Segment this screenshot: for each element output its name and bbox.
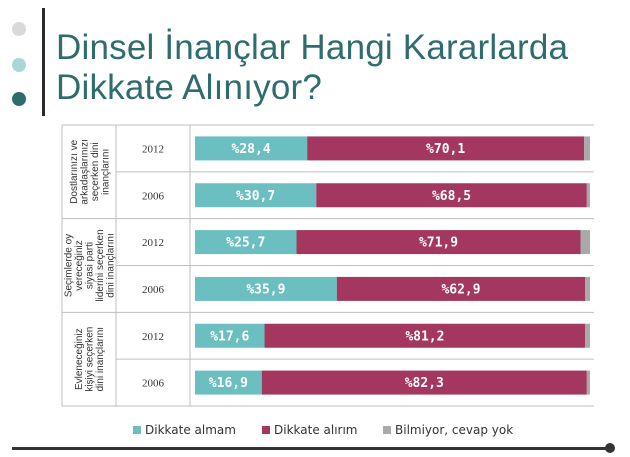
decor-dot-dark — [12, 92, 26, 106]
year-label: 2006 — [142, 190, 165, 202]
bar-segment — [195, 370, 262, 395]
data-label: %81,2 — [405, 329, 444, 344]
data-label: %17,6 — [210, 329, 249, 344]
bar-segment — [584, 136, 590, 161]
decor-dot-light — [12, 22, 26, 36]
data-label: %68,5 — [432, 189, 471, 204]
bar-segment — [307, 136, 585, 161]
bar-segment — [296, 230, 581, 255]
data-label: %30,7 — [236, 189, 275, 204]
bar-segment — [316, 183, 587, 208]
group-label-line: arkadaşlarınızı — [79, 139, 90, 205]
group-label: Dostlarınızı ve arkadaşlarınızı seçerken d… — [69, 139, 112, 205]
title-divider — [42, 8, 45, 116]
bar-segment — [336, 276, 586, 301]
bar-segment — [586, 183, 590, 208]
data-label: %25,7 — [226, 236, 265, 251]
data-label: %62,9 — [441, 282, 480, 297]
year-label: 2006 — [142, 284, 165, 296]
data-label: %82,3 — [405, 376, 444, 391]
footer-dot — [605, 443, 615, 453]
data-label: %71,9 — [419, 236, 458, 251]
bar-segment — [580, 230, 590, 255]
bar-segment — [264, 323, 586, 348]
bar-segment — [195, 183, 317, 208]
bar-segment — [195, 230, 297, 255]
group-label-line: Seçimlerde oy — [64, 234, 75, 297]
group-label-line: liderini seçerken — [95, 229, 106, 301]
legend-label: Bilmiyor, cevap yok — [395, 423, 513, 437]
group-label-line: inançlarını — [100, 149, 111, 195]
group-label-line: Dostlarınızı ve — [69, 139, 80, 203]
footer-line — [12, 447, 610, 450]
data-label: %35,9 — [246, 282, 285, 297]
data-label: %16,9 — [209, 376, 248, 391]
group-label-line: seçerken dini — [90, 142, 101, 201]
bar-segment — [586, 370, 590, 395]
group-label-line: dini inançlarını — [106, 233, 117, 297]
group-label-line: Evleneceğiniz — [74, 328, 85, 390]
bar-segment — [195, 136, 308, 161]
slide-title: Dinsel İnançlar Hangi Kararlarda Dikkate… — [56, 28, 616, 108]
group-label-line: dini inançlarını — [95, 327, 106, 391]
title-line-1: Dinsel İnançlar Hangi Kararlarda — [56, 28, 569, 67]
bar-segment — [195, 276, 337, 301]
bar-segment — [585, 276, 590, 301]
title-line-2: Dikkate Alınıyor? — [56, 68, 323, 107]
bar-segment — [261, 370, 587, 395]
year-label: 2012 — [142, 143, 164, 155]
legend-label: Dikkate alırım — [274, 423, 358, 437]
group-label-line: kişiyi seçerken — [85, 327, 96, 392]
legend-label: Dikkate almam — [145, 423, 236, 437]
legend-swatch — [262, 426, 270, 434]
bar-segment — [585, 323, 590, 348]
group-label-line: vereceğiniz — [74, 240, 85, 291]
group-label: Seçimlerde oy vereceğiniz siyasi parti lide… — [64, 229, 117, 301]
decor-dot-mid — [12, 58, 26, 72]
year-label: 2006 — [142, 378, 165, 390]
year-label: 2012 — [142, 237, 164, 249]
legend-swatch — [383, 426, 391, 434]
data-label: %70,1 — [426, 142, 465, 157]
group-label-line: siyasi parti — [85, 242, 96, 289]
legend-swatch — [133, 426, 141, 434]
bar-segment — [195, 323, 265, 348]
group-label: Evleneceğiniz kişiyi seçerken dini inançla… — [74, 327, 106, 392]
data-label: %28,4 — [232, 142, 271, 157]
year-label: 2012 — [142, 331, 164, 343]
